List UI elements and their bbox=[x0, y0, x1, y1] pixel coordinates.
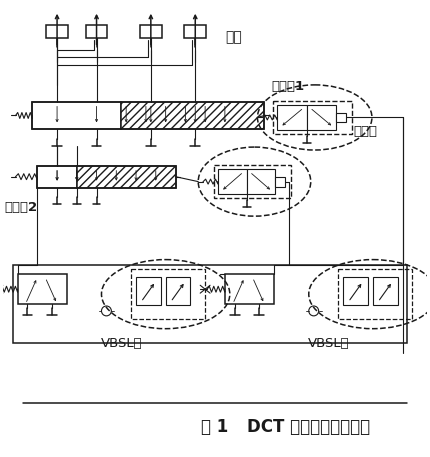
Bar bbox=[140, 25, 162, 37]
Bar bbox=[336, 112, 346, 122]
Bar bbox=[136, 277, 161, 305]
Bar bbox=[373, 277, 398, 305]
Text: 开关阀: 开关阀 bbox=[353, 125, 377, 138]
Bar bbox=[343, 277, 368, 305]
Bar bbox=[225, 274, 274, 304]
Bar bbox=[218, 169, 246, 194]
Bar bbox=[273, 101, 352, 134]
Bar bbox=[86, 25, 108, 37]
Bar bbox=[12, 265, 408, 344]
Bar bbox=[275, 177, 285, 186]
Text: 档位: 档位 bbox=[225, 31, 242, 44]
Bar bbox=[184, 25, 206, 37]
Bar bbox=[121, 101, 264, 129]
Bar bbox=[131, 270, 205, 319]
Bar bbox=[77, 166, 175, 187]
Bar bbox=[18, 274, 67, 304]
Bar bbox=[37, 166, 77, 187]
Text: 多路阎2: 多路阎2 bbox=[5, 201, 38, 214]
Bar bbox=[46, 25, 68, 37]
Bar bbox=[338, 270, 412, 319]
Bar bbox=[214, 165, 291, 198]
Bar bbox=[32, 101, 121, 129]
Text: 多路阎1: 多路阎1 bbox=[271, 80, 304, 93]
Text: VBSL阀: VBSL阀 bbox=[101, 337, 142, 350]
Bar bbox=[166, 277, 190, 305]
Text: VBSL阀: VBSL阀 bbox=[308, 337, 349, 350]
Bar bbox=[246, 169, 275, 194]
Text: 图 1: 图 1 bbox=[201, 419, 229, 436]
Bar bbox=[307, 105, 336, 130]
Bar bbox=[37, 166, 175, 187]
Bar bbox=[32, 101, 264, 129]
Bar bbox=[277, 105, 307, 130]
Text: DCT 液压系统控制原理: DCT 液压系统控制原理 bbox=[247, 419, 370, 436]
